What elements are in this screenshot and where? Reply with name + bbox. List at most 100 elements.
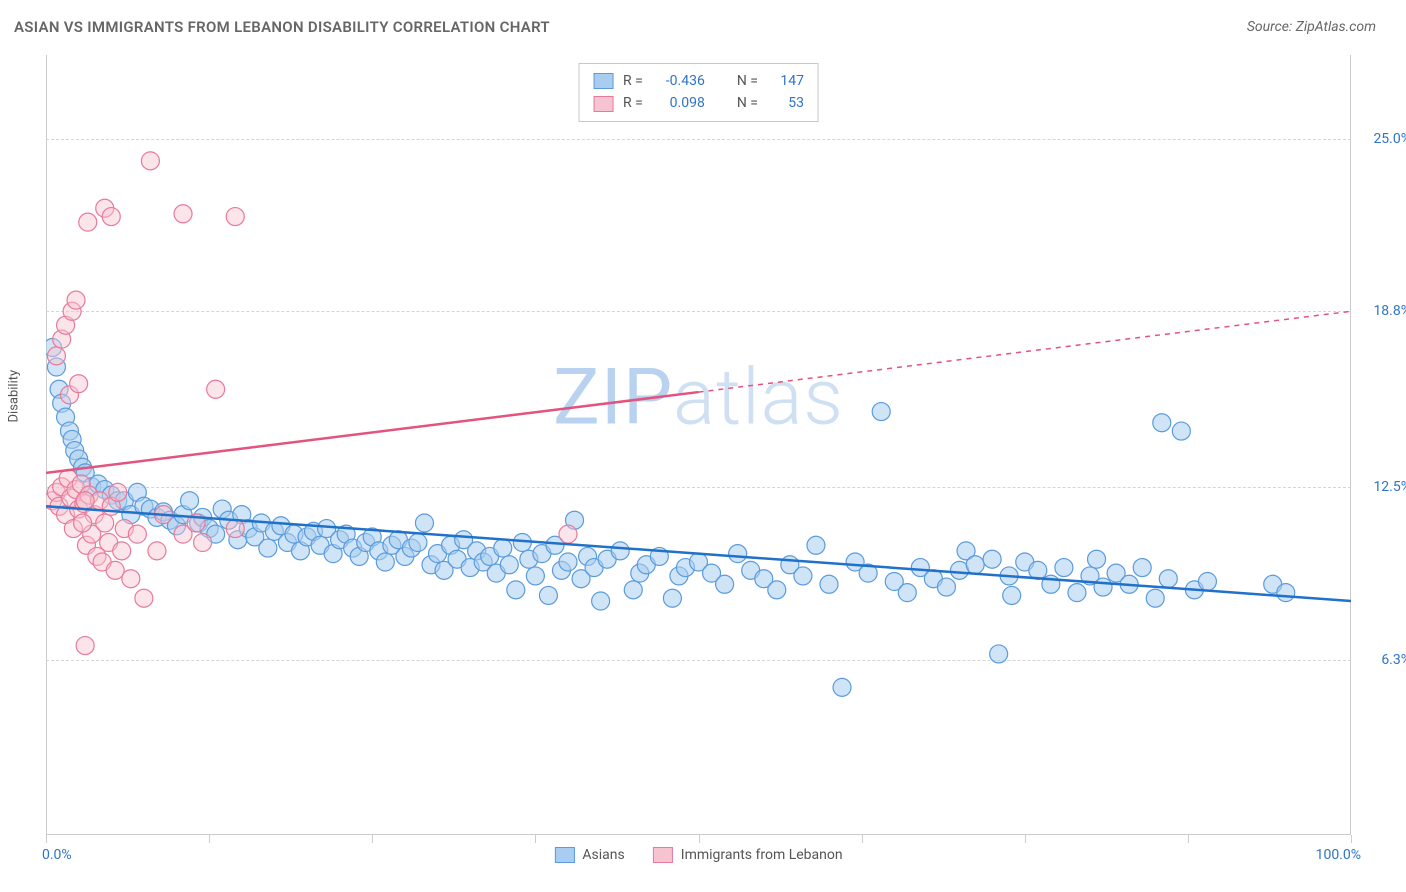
n-value: 53 <box>768 92 804 114</box>
plot-area: 6.3%12.5%18.8%25.0% <box>46 55 1351 835</box>
y-axis-label: Disability <box>7 370 22 423</box>
data-point <box>174 205 192 223</box>
y-tick-label: 18.8% <box>1359 303 1406 319</box>
x-tick <box>862 835 863 843</box>
data-point <box>983 550 1001 568</box>
data-point <box>990 645 1008 663</box>
data-point <box>592 592 610 610</box>
data-point <box>135 589 153 607</box>
legend-swatch <box>593 73 613 89</box>
data-point <box>67 291 85 309</box>
legend-series-item: Immigrants from Lebanon <box>653 847 843 863</box>
chart-title: ASIAN VS IMMIGRANTS FROM LEBANON DISABIL… <box>14 18 550 36</box>
data-point <box>1029 561 1047 579</box>
data-point <box>181 492 199 510</box>
data-point <box>76 492 94 510</box>
x-tick <box>209 835 210 843</box>
data-point <box>79 213 97 231</box>
data-point <box>1042 575 1060 593</box>
data-point <box>409 534 427 552</box>
legend-stats-row: R =-0.436N =147 <box>593 70 804 92</box>
data-point <box>76 637 94 655</box>
legend-series: Asians Immigrants from Lebanon <box>554 847 842 863</box>
legend-series-label: Immigrants from Lebanon <box>681 847 843 863</box>
x-tick <box>1188 835 1189 843</box>
data-point <box>624 581 642 599</box>
x-tick <box>699 835 700 843</box>
data-point <box>1120 575 1138 593</box>
r-label: R = <box>623 70 643 92</box>
data-point <box>141 152 159 170</box>
data-point <box>716 575 734 593</box>
data-point <box>500 556 518 574</box>
data-point <box>794 567 812 585</box>
legend-series-label: Asians <box>582 847 624 863</box>
data-point <box>187 514 205 532</box>
data-point <box>513 534 531 552</box>
data-point <box>1000 567 1018 585</box>
data-point <box>226 520 244 538</box>
n-label: N = <box>737 92 758 114</box>
data-point <box>1088 550 1106 568</box>
data-point <box>1133 559 1151 577</box>
data-point <box>47 347 65 365</box>
chart-container: ZIPatlas 6.3%12.5%18.8%25.0% Disability … <box>46 55 1351 835</box>
data-point <box>148 542 166 560</box>
data-point <box>539 586 557 604</box>
data-point <box>122 570 140 588</box>
data-point <box>1146 589 1164 607</box>
data-point <box>820 575 838 593</box>
legend-stats-box: R = -0.436 N = 147R = 0.098 N = 53 <box>578 63 819 122</box>
r-value: 0.098 <box>653 92 705 114</box>
data-point <box>1094 578 1112 596</box>
data-point <box>526 567 544 585</box>
data-point <box>74 514 92 532</box>
data-point <box>1172 422 1190 440</box>
data-point <box>768 581 786 599</box>
data-point <box>1003 586 1021 604</box>
r-label: R = <box>623 92 643 114</box>
data-point <box>1068 584 1086 602</box>
data-point <box>833 678 851 696</box>
r-value: -0.436 <box>653 70 705 92</box>
x-tick <box>1025 835 1026 843</box>
x-tick <box>1351 835 1352 843</box>
data-point <box>650 547 668 565</box>
x-tick <box>372 835 373 843</box>
source-attribution: Source: ZipAtlas.com <box>1247 19 1376 35</box>
data-point <box>1159 570 1177 588</box>
x-tick <box>535 835 536 843</box>
data-point <box>194 534 212 552</box>
data-point <box>859 564 877 582</box>
data-point <box>128 525 146 543</box>
data-point <box>729 545 747 563</box>
data-point <box>259 539 277 557</box>
data-point <box>559 553 577 571</box>
data-point <box>1198 573 1216 591</box>
data-point <box>376 553 394 571</box>
data-point <box>494 539 512 557</box>
data-point <box>113 542 131 560</box>
legend-swatch <box>593 96 613 112</box>
n-value: 147 <box>768 70 804 92</box>
data-point <box>872 403 890 421</box>
data-point <box>1153 414 1171 432</box>
x-min-label: 0.0% <box>42 847 72 863</box>
data-point <box>1277 584 1295 602</box>
legend-stats-row: R = 0.098 N = 53 <box>593 92 804 114</box>
data-point <box>663 589 681 607</box>
x-max-label: 100.0% <box>1316 847 1361 863</box>
data-point <box>96 514 114 532</box>
y-tick-label: 25.0% <box>1359 131 1406 147</box>
legend-series-item: Asians <box>554 847 624 863</box>
data-point <box>70 375 88 393</box>
data-point <box>207 380 225 398</box>
data-point <box>611 542 629 560</box>
data-point <box>102 208 120 226</box>
scatter-points <box>46 55 1351 835</box>
data-point <box>937 578 955 596</box>
data-point <box>807 536 825 554</box>
legend-swatch <box>554 847 574 863</box>
data-point <box>109 483 127 501</box>
data-point <box>966 556 984 574</box>
